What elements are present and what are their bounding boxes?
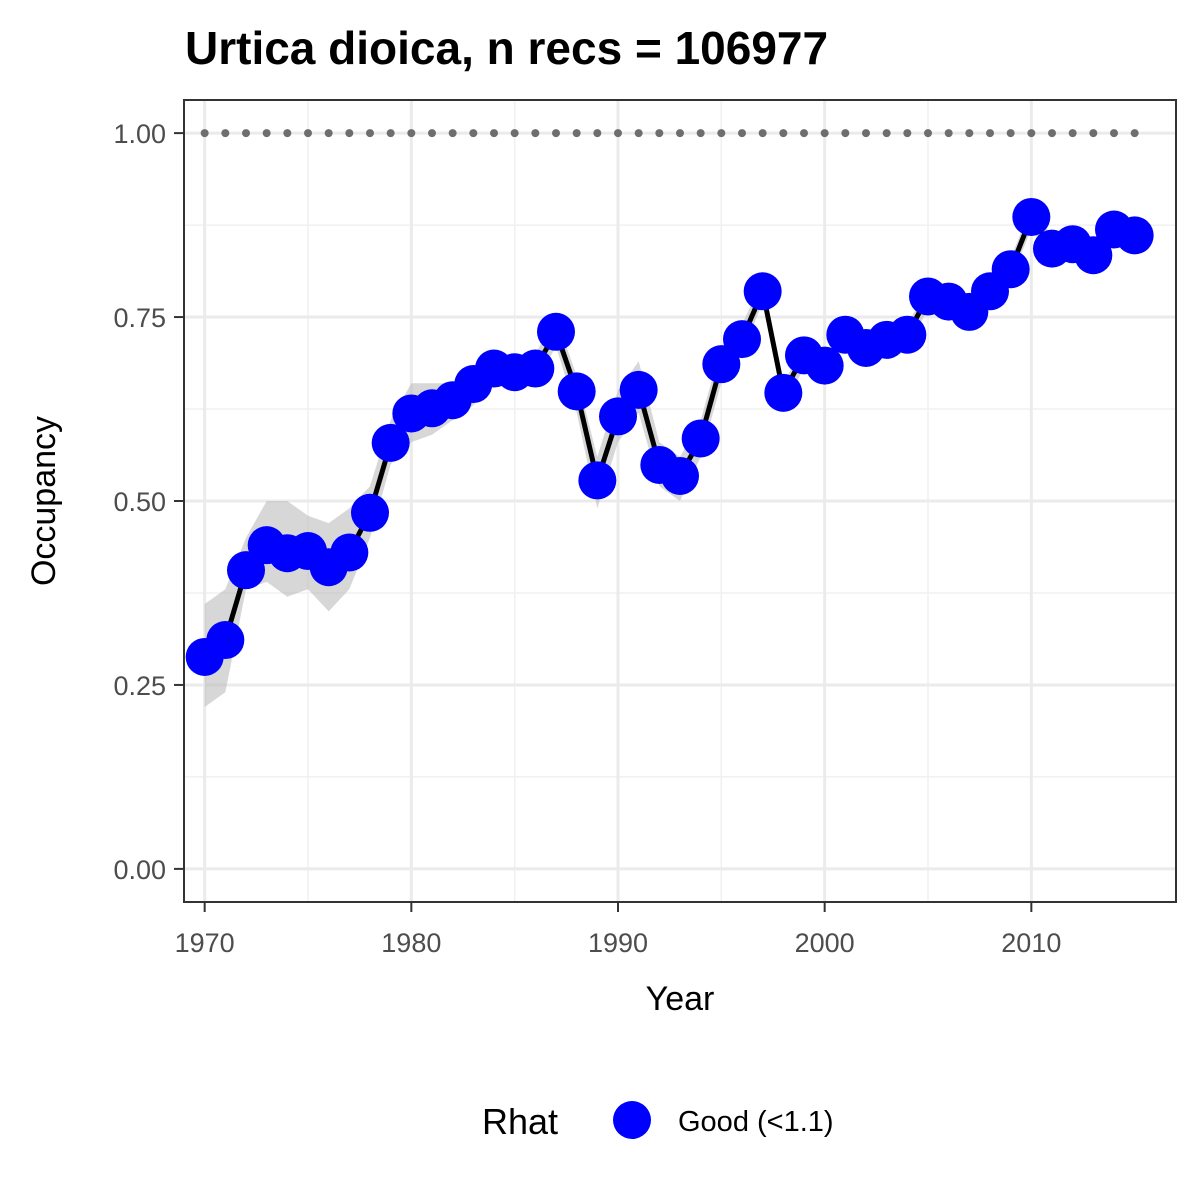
reference-dot <box>324 129 333 138</box>
reference-dot <box>510 129 519 138</box>
legend-label-good: Good (<1.1) <box>678 1106 834 1138</box>
reference-dot <box>593 129 602 138</box>
reference-dot <box>903 129 912 138</box>
reference-dot <box>1027 129 1036 138</box>
reference-dot <box>614 129 622 138</box>
reference-dot <box>448 129 457 138</box>
reference-dot <box>428 129 436 138</box>
data-point <box>371 423 410 462</box>
reference-dot <box>304 129 312 138</box>
data-point <box>619 370 658 409</box>
data-point <box>206 621 245 660</box>
data-point <box>351 493 389 532</box>
y-tick-label: 0.75 <box>113 303 166 333</box>
data-point <box>1115 216 1154 255</box>
reference-dot <box>965 129 974 138</box>
x-tick-label: 2010 <box>1001 928 1061 958</box>
data-point <box>516 349 555 388</box>
reference-dot <box>345 129 354 138</box>
reference-dot <box>552 129 560 138</box>
reference-dot <box>944 129 953 138</box>
reference-dot <box>1110 129 1118 138</box>
reference-dot <box>717 129 726 138</box>
occupancy-points <box>185 197 1154 676</box>
reference-dot <box>924 129 932 138</box>
reference-dot <box>779 129 788 138</box>
reference-dot <box>820 129 829 138</box>
data-point <box>1012 197 1051 236</box>
data-point <box>227 551 265 590</box>
data-point <box>702 345 741 384</box>
data-point <box>578 461 617 500</box>
x-axis-title: Year <box>646 980 715 1018</box>
chart-title: Urtica dioica, n recs = 106977 <box>185 22 828 74</box>
reference-dot <box>221 129 230 138</box>
data-point <box>661 456 699 495</box>
reference-dot <box>200 129 209 138</box>
reference-dot <box>758 129 767 138</box>
reference-line-dotted <box>200 129 1139 138</box>
x-tick-label: 2000 <box>795 928 855 958</box>
legend-title: Rhat <box>482 1101 558 1142</box>
y-tick-label: 1.00 <box>113 119 166 149</box>
reference-dot <box>283 129 292 138</box>
data-point <box>557 372 596 411</box>
data-point <box>599 397 637 436</box>
reference-dot <box>676 129 684 138</box>
reference-dot <box>531 129 540 138</box>
reference-dot <box>386 129 395 138</box>
reference-dot <box>1006 129 1015 138</box>
data-point <box>805 346 844 385</box>
legend: Rhat Good (<1.1) <box>482 1101 834 1142</box>
reference-dot <box>1130 129 1139 138</box>
x-axis: 1970 1980 1990 2000 2010 <box>175 902 1061 958</box>
reference-dot <box>1048 129 1056 138</box>
reference-dot <box>634 129 643 138</box>
reference-dot <box>1068 129 1077 138</box>
reference-dot <box>986 129 994 138</box>
reference-dot <box>1089 129 1098 138</box>
y-tick-label: 0.50 <box>113 487 166 517</box>
reference-dot <box>366 129 374 138</box>
data-point <box>537 312 575 351</box>
reference-dot <box>882 129 891 138</box>
reference-dot <box>407 129 416 138</box>
reference-dot <box>800 129 808 138</box>
data-point <box>1074 236 1113 275</box>
reference-dot <box>242 129 250 138</box>
reference-dot <box>862 129 870 138</box>
data-point <box>991 250 1030 289</box>
x-tick-label: 1970 <box>175 928 235 958</box>
reference-dot <box>738 129 746 138</box>
data-point <box>888 315 927 354</box>
reference-dot <box>655 129 664 138</box>
data-point <box>723 320 761 359</box>
y-tick-label: 0.00 <box>113 855 166 885</box>
reference-dot <box>841 129 850 138</box>
reference-dot <box>469 129 478 138</box>
y-axis: 0.00 0.25 0.50 0.75 1.00 <box>113 119 184 885</box>
x-tick-label: 1980 <box>381 928 441 958</box>
data-point <box>681 419 720 458</box>
reference-dot <box>490 129 498 138</box>
data-point <box>330 533 369 572</box>
legend-key-good <box>613 1101 651 1139</box>
reference-dot <box>572 129 581 138</box>
reference-dot <box>696 129 705 138</box>
y-tick-label: 0.25 <box>113 671 166 701</box>
x-tick-label: 1990 <box>588 928 648 958</box>
reference-dot <box>262 129 271 138</box>
data-point <box>743 272 782 311</box>
data-point <box>764 373 803 412</box>
y-axis-title: Occupancy <box>25 416 63 586</box>
